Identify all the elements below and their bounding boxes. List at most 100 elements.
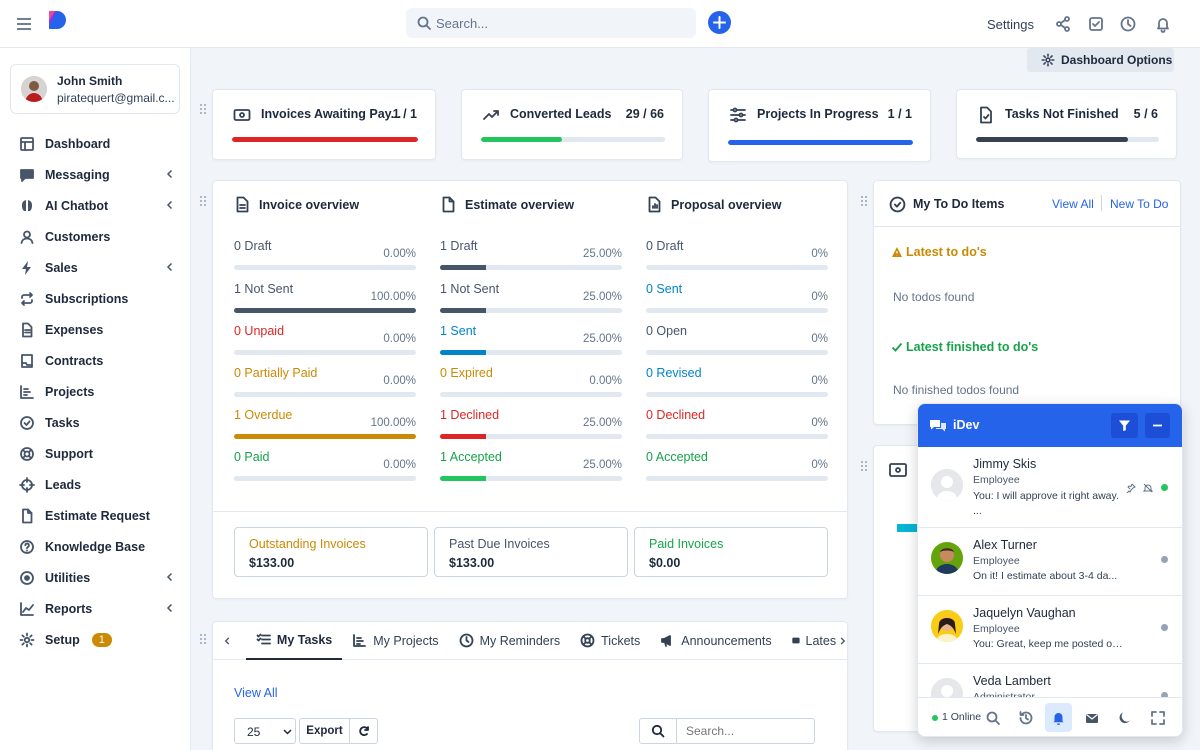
overview-row[interactable]: 0 Declined 0% bbox=[646, 408, 828, 442]
refresh-button[interactable] bbox=[349, 718, 378, 744]
overview-row[interactable]: 1 Draft 25.00% bbox=[440, 239, 622, 273]
todo-view-all-link[interactable]: View All bbox=[1052, 197, 1094, 211]
sidebar-item-support[interactable]: Support bbox=[0, 438, 191, 469]
overview-progress-fill bbox=[440, 350, 486, 355]
contact-last-message: You: Great, keep me posted on the p... bbox=[973, 638, 1123, 650]
lifebuoy-icon bbox=[20, 446, 34, 461]
drag-handle[interactable] bbox=[200, 104, 208, 116]
sidebar-item-ai-chatbot[interactable]: AI Chatbot bbox=[0, 190, 191, 221]
tasks-view-all-link[interactable]: View All bbox=[234, 686, 278, 700]
overview-row[interactable]: 1 Not Sent 100.00% bbox=[234, 282, 416, 316]
new-todo-link[interactable]: New To Do bbox=[1110, 197, 1169, 211]
page-size-select[interactable]: 25 bbox=[234, 718, 296, 744]
share-icon[interactable] bbox=[1054, 15, 1072, 33]
drag-handle[interactable] bbox=[200, 196, 208, 208]
chat-minimize-button[interactable] bbox=[1145, 413, 1170, 438]
user-card[interactable]: John Smith piratequert@gmail.c... bbox=[10, 64, 180, 114]
minus-icon bbox=[1153, 424, 1162, 427]
summary-past-due[interactable]: Past Due Invoices $133.00 bbox=[434, 527, 628, 577]
stat-card-invoices[interactable]: Invoices Awaiting Pay... 1 / 1 bbox=[212, 89, 436, 160]
sidebar-item-dashboard[interactable]: Dashboard bbox=[0, 128, 191, 159]
sidebar-item-messaging[interactable]: Messaging bbox=[0, 159, 191, 190]
stat-card-projects[interactable]: Projects In Progress 1 / 1 bbox=[708, 89, 931, 162]
sidebar-item-customers[interactable]: Customers bbox=[0, 221, 191, 252]
overview-row[interactable]: 1 Accepted 25.00% bbox=[440, 450, 622, 484]
overview-progress-bar bbox=[234, 350, 416, 355]
sidebar-item-setup[interactable]: Setup 1 bbox=[0, 624, 191, 655]
overview-row[interactable]: 0 Expired 0.00% bbox=[440, 366, 622, 400]
sidebar-item-contracts[interactable]: Contracts bbox=[0, 345, 191, 376]
notifications-toggle[interactable] bbox=[1045, 703, 1072, 732]
chat-filter-button[interactable] bbox=[1111, 413, 1138, 438]
overview-row[interactable]: 1 Declined 25.00% bbox=[440, 408, 622, 442]
tab-announcements[interactable]: Announcements bbox=[650, 622, 781, 660]
sidebar-item-projects[interactable]: Projects bbox=[0, 376, 191, 407]
chat-contact[interactable]: Jaquelyn Vaughan Employee You: Great, ke… bbox=[918, 596, 1182, 664]
quick-create-button[interactable] bbox=[708, 11, 731, 34]
overview-row-percent: 0% bbox=[811, 291, 828, 303]
summary-outstanding[interactable]: Outstanding Invoices $133.00 bbox=[234, 527, 428, 577]
menu-icon[interactable] bbox=[14, 14, 34, 34]
mail-icon[interactable] bbox=[1084, 710, 1100, 726]
stat-card-leads[interactable]: Converted Leads 29 / 66 bbox=[461, 89, 683, 160]
tab-my-reminders[interactable]: My Reminders bbox=[449, 622, 571, 660]
moon-icon[interactable] bbox=[1117, 710, 1133, 726]
user-name: John Smith bbox=[57, 74, 123, 88]
sidebar-item-tasks[interactable]: Tasks bbox=[0, 407, 191, 438]
table-search-button[interactable] bbox=[639, 718, 677, 744]
sidebar-item-subscriptions[interactable]: Subscriptions bbox=[0, 283, 191, 314]
overview-row[interactable]: 0 Paid 0.00% bbox=[234, 450, 416, 484]
overview-row[interactable]: 0 Accepted 0% bbox=[646, 450, 828, 484]
overview-row[interactable]: 1 Not Sent 25.00% bbox=[440, 282, 622, 316]
app-logo[interactable] bbox=[46, 9, 68, 31]
summary-value: $0.00 bbox=[649, 556, 681, 570]
summary-paid[interactable]: Paid Invoices $0.00 bbox=[634, 527, 828, 577]
tab-latest[interactable]: Lates bbox=[782, 622, 836, 660]
chevron-left-icon[interactable] bbox=[223, 636, 232, 646]
tab-tickets[interactable]: Tickets bbox=[570, 622, 650, 660]
clock-icon[interactable] bbox=[1119, 15, 1137, 33]
sidebar-item-knowledge-base[interactable]: Knowledge Base bbox=[0, 531, 191, 562]
tab-my-projects[interactable]: My Projects bbox=[342, 622, 448, 660]
drag-handle[interactable] bbox=[200, 634, 208, 646]
drag-handle[interactable] bbox=[861, 196, 869, 208]
overview-row[interactable]: 0 Draft 0.00% bbox=[234, 239, 416, 273]
chevron-right-icon[interactable] bbox=[838, 636, 847, 646]
overview-row[interactable]: 0 Draft 0% bbox=[646, 239, 828, 273]
table-search-input[interactable] bbox=[676, 718, 815, 744]
chat-contact[interactable]: Alex Turner Employee On it! I estimate a… bbox=[918, 528, 1182, 596]
sidebar-item-estimate-request[interactable]: Estimate Request bbox=[0, 500, 191, 531]
drag-handle[interactable] bbox=[861, 461, 869, 473]
sidebar-item-expenses[interactable]: Expenses bbox=[0, 314, 191, 345]
sidebar-item-reports[interactable]: Reports bbox=[0, 593, 191, 624]
dashboard-options-button[interactable]: Dashboard Options bbox=[1027, 48, 1174, 72]
sidebar-item-utilities[interactable]: Utilities bbox=[0, 562, 191, 593]
overview-row[interactable]: 0 Partially Paid 0.00% bbox=[234, 366, 416, 400]
overview-row-percent: 0.00% bbox=[383, 375, 416, 387]
overview-row[interactable]: 0 Open 0% bbox=[646, 324, 828, 358]
checkbox-icon[interactable] bbox=[1087, 15, 1105, 33]
overview-row[interactable]: 1 Sent 25.00% bbox=[440, 324, 622, 358]
overview-row[interactable]: 0 Revised 0% bbox=[646, 366, 828, 400]
overview-row[interactable]: 1 Overdue 100.00% bbox=[234, 408, 416, 442]
export-button[interactable]: Export bbox=[299, 718, 350, 744]
sidebar-item-leads[interactable]: Leads bbox=[0, 469, 191, 500]
settings-link[interactable]: Settings bbox=[987, 17, 1034, 32]
pin-icon[interactable] bbox=[1126, 483, 1136, 493]
history-icon[interactable] bbox=[1018, 710, 1034, 726]
global-search[interactable] bbox=[406, 8, 696, 38]
user-icon bbox=[20, 230, 34, 244]
tab-my-tasks[interactable]: My Tasks bbox=[245, 622, 343, 660]
mute-icon[interactable] bbox=[1143, 483, 1153, 493]
bell-icon[interactable] bbox=[1154, 15, 1172, 33]
stat-card-tasks[interactable]: Tasks Not Finished 5 / 6 bbox=[956, 89, 1177, 159]
overview-row[interactable]: 0 Sent 0% bbox=[646, 282, 828, 316]
chat-contact[interactable]: Jimmy Skis Employee You: I will approve … bbox=[918, 447, 1182, 528]
sidebar-item-sales[interactable]: Sales bbox=[0, 252, 191, 283]
expand-icon[interactable] bbox=[1150, 710, 1166, 726]
brain-icon bbox=[22, 199, 32, 211]
search-icon[interactable] bbox=[985, 710, 1001, 726]
overview-row[interactable]: 0 Unpaid 0.00% bbox=[234, 324, 416, 358]
chevron-left-icon bbox=[166, 200, 173, 210]
global-search-input[interactable] bbox=[436, 8, 691, 38]
